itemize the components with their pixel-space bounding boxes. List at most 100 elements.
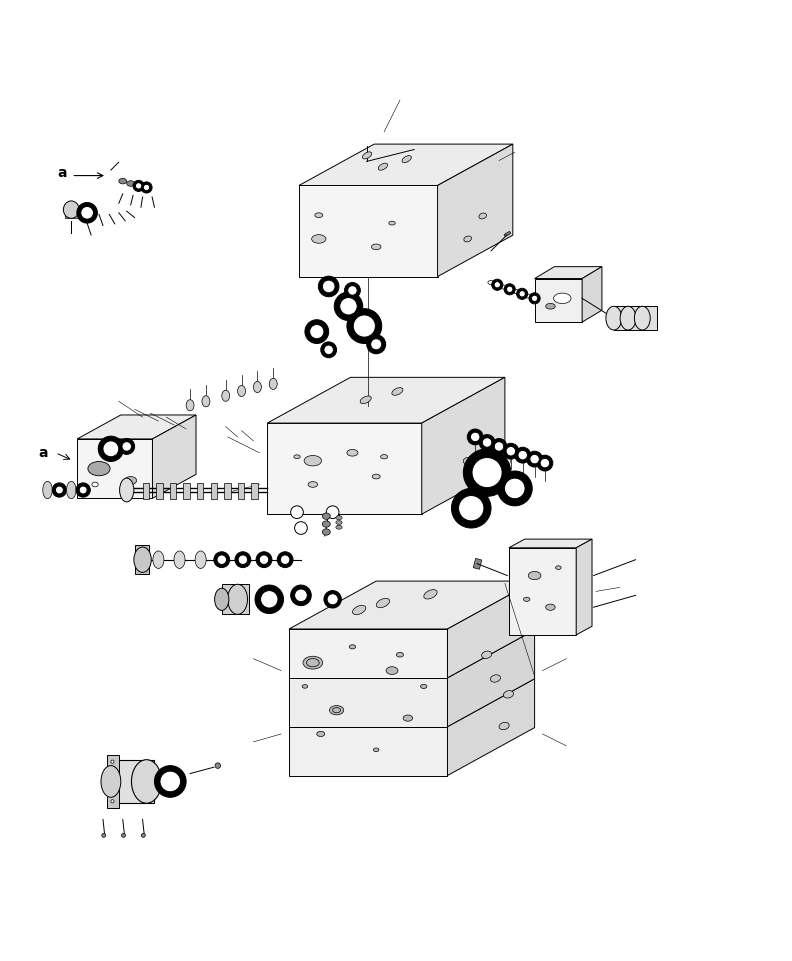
Polygon shape bbox=[535, 266, 602, 279]
Circle shape bbox=[135, 183, 142, 189]
Circle shape bbox=[326, 505, 339, 519]
Ellipse shape bbox=[322, 513, 330, 519]
Ellipse shape bbox=[525, 294, 531, 298]
Ellipse shape bbox=[120, 479, 134, 502]
Circle shape bbox=[277, 552, 293, 568]
Circle shape bbox=[540, 458, 550, 468]
Circle shape bbox=[76, 482, 90, 497]
Circle shape bbox=[505, 479, 525, 499]
Circle shape bbox=[214, 552, 230, 568]
Ellipse shape bbox=[392, 387, 403, 395]
Polygon shape bbox=[582, 266, 602, 322]
Circle shape bbox=[81, 207, 93, 219]
Ellipse shape bbox=[379, 163, 387, 170]
Ellipse shape bbox=[336, 516, 342, 520]
Ellipse shape bbox=[322, 529, 330, 535]
Ellipse shape bbox=[333, 707, 341, 713]
Ellipse shape bbox=[386, 667, 398, 675]
Circle shape bbox=[133, 181, 144, 191]
Circle shape bbox=[340, 298, 357, 315]
Circle shape bbox=[479, 434, 495, 451]
Circle shape bbox=[482, 437, 492, 447]
Ellipse shape bbox=[111, 760, 114, 763]
Ellipse shape bbox=[546, 604, 555, 610]
Ellipse shape bbox=[228, 584, 247, 614]
Bar bbox=[169, 482, 176, 499]
Circle shape bbox=[348, 285, 357, 295]
Ellipse shape bbox=[312, 234, 326, 243]
Ellipse shape bbox=[238, 385, 246, 397]
Bar bbox=[224, 482, 230, 499]
Polygon shape bbox=[289, 678, 447, 727]
Ellipse shape bbox=[202, 396, 210, 407]
Circle shape bbox=[492, 280, 503, 290]
Bar bbox=[238, 482, 244, 499]
Ellipse shape bbox=[315, 212, 323, 217]
Circle shape bbox=[527, 452, 543, 467]
Ellipse shape bbox=[360, 396, 371, 404]
Text: a: a bbox=[57, 166, 67, 181]
Polygon shape bbox=[267, 423, 421, 514]
Circle shape bbox=[259, 554, 268, 564]
Ellipse shape bbox=[347, 450, 358, 456]
Ellipse shape bbox=[479, 213, 486, 219]
Ellipse shape bbox=[153, 551, 164, 568]
Bar bbox=[65, 209, 79, 218]
Circle shape bbox=[143, 185, 150, 190]
Circle shape bbox=[367, 334, 386, 354]
Circle shape bbox=[52, 482, 67, 497]
Ellipse shape bbox=[403, 715, 413, 721]
Polygon shape bbox=[289, 629, 447, 678]
Ellipse shape bbox=[303, 684, 308, 688]
Ellipse shape bbox=[424, 590, 437, 599]
Ellipse shape bbox=[482, 651, 492, 658]
Ellipse shape bbox=[253, 382, 261, 393]
Ellipse shape bbox=[215, 588, 229, 610]
Bar bbox=[474, 558, 482, 569]
Ellipse shape bbox=[119, 179, 127, 184]
Circle shape bbox=[295, 522, 307, 534]
Circle shape bbox=[291, 505, 303, 519]
Ellipse shape bbox=[371, 244, 381, 250]
Ellipse shape bbox=[101, 766, 121, 798]
Circle shape bbox=[497, 471, 532, 505]
Ellipse shape bbox=[389, 221, 395, 225]
Ellipse shape bbox=[336, 526, 342, 530]
Ellipse shape bbox=[556, 566, 562, 570]
Ellipse shape bbox=[528, 572, 541, 579]
Polygon shape bbox=[577, 539, 592, 635]
Circle shape bbox=[141, 182, 152, 193]
Ellipse shape bbox=[215, 763, 220, 769]
Bar bbox=[156, 482, 162, 499]
Bar bbox=[504, 232, 511, 236]
Circle shape bbox=[103, 441, 119, 456]
Ellipse shape bbox=[101, 833, 106, 837]
Bar bbox=[197, 482, 204, 499]
Ellipse shape bbox=[380, 455, 388, 459]
Circle shape bbox=[353, 315, 375, 337]
Text: a: a bbox=[39, 446, 48, 459]
Ellipse shape bbox=[322, 521, 330, 528]
Circle shape bbox=[463, 449, 511, 496]
Circle shape bbox=[531, 295, 538, 302]
Ellipse shape bbox=[396, 653, 403, 657]
Polygon shape bbox=[421, 378, 505, 514]
Ellipse shape bbox=[111, 800, 114, 802]
Ellipse shape bbox=[134, 547, 151, 573]
Polygon shape bbox=[267, 378, 505, 423]
Bar bbox=[211, 482, 217, 499]
Circle shape bbox=[255, 585, 284, 613]
Circle shape bbox=[310, 325, 324, 338]
Ellipse shape bbox=[125, 477, 136, 484]
Ellipse shape bbox=[421, 684, 427, 688]
Circle shape bbox=[235, 552, 251, 568]
Circle shape bbox=[467, 429, 483, 445]
Circle shape bbox=[503, 443, 519, 459]
Bar bbox=[107, 755, 119, 807]
Ellipse shape bbox=[499, 723, 509, 729]
Ellipse shape bbox=[63, 201, 79, 218]
Circle shape bbox=[154, 766, 186, 798]
Ellipse shape bbox=[127, 181, 135, 186]
Ellipse shape bbox=[174, 551, 185, 568]
Polygon shape bbox=[447, 629, 535, 727]
